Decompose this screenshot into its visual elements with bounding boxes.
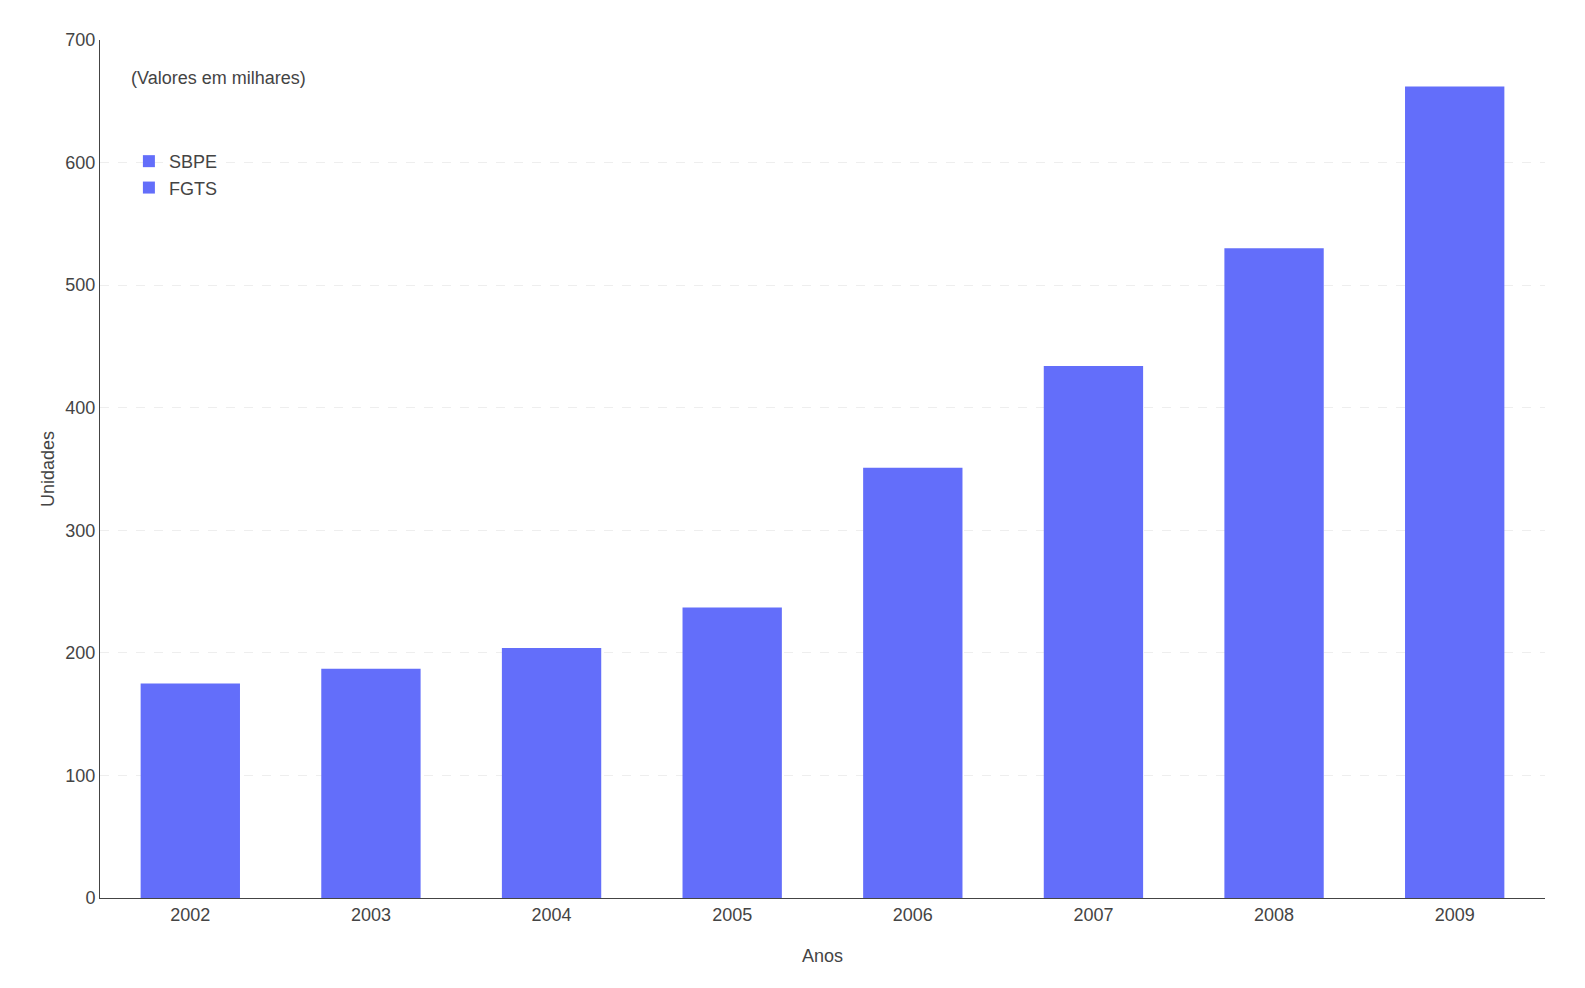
- svg-text:500: 500: [65, 275, 95, 295]
- svg-text:300: 300: [65, 521, 95, 541]
- svg-text:200: 200: [65, 643, 95, 663]
- svg-text:2005: 2005: [712, 905, 752, 925]
- svg-text:2008: 2008: [1254, 905, 1294, 925]
- svg-text:2004: 2004: [532, 905, 572, 925]
- svg-text:100: 100: [65, 766, 95, 786]
- svg-text:SBPE: SBPE: [169, 152, 217, 172]
- svg-text:2002: 2002: [170, 905, 210, 925]
- svg-text:2006: 2006: [893, 905, 933, 925]
- svg-text:400: 400: [65, 398, 95, 418]
- svg-text:0: 0: [85, 888, 95, 908]
- svg-text:700: 700: [65, 30, 95, 50]
- svg-text:2003: 2003: [351, 905, 391, 925]
- svg-text:Anos: Anos: [802, 946, 843, 966]
- svg-text:(Valores em milhares): (Valores em milhares): [131, 68, 306, 88]
- svg-text:600: 600: [65, 153, 95, 173]
- svg-text:FGTS: FGTS: [169, 179, 217, 199]
- svg-text:2007: 2007: [1073, 905, 1113, 925]
- svg-text:2009: 2009: [1435, 905, 1475, 925]
- svg-text:Unidades: Unidades: [38, 431, 58, 507]
